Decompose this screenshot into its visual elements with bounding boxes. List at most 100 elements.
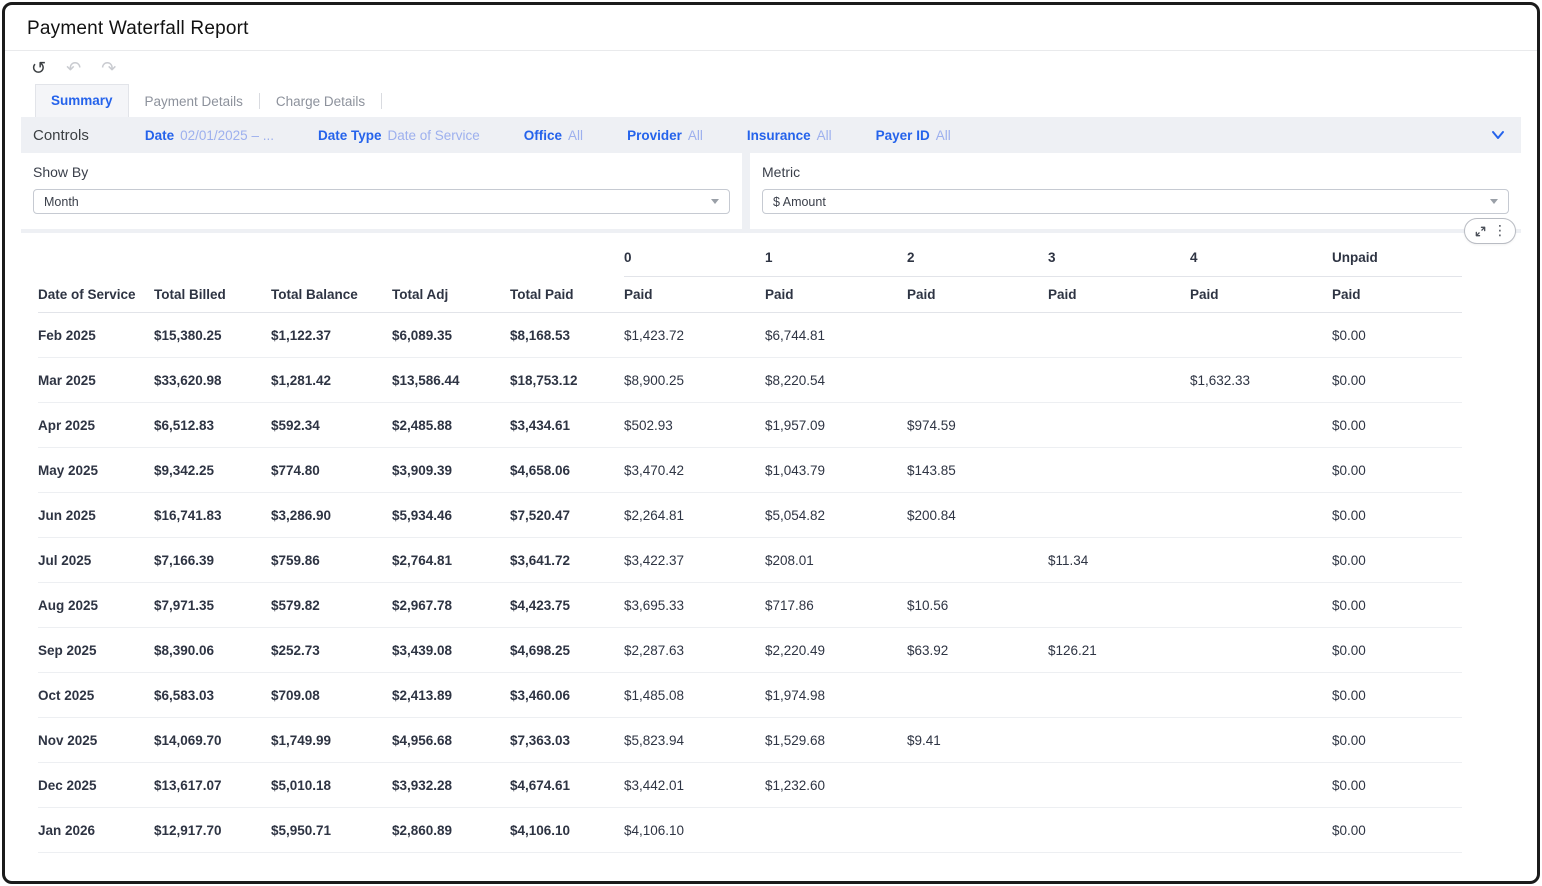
group-header-cell: 1 [765,239,907,277]
tab-charge-details[interactable]: Charge Details [275,94,366,109]
tab-payment-details[interactable]: Payment Details [144,94,243,109]
table-cell [765,808,907,852]
column-header: Paid [1048,287,1077,302]
table-cell: $3,442.01 [624,777,685,793]
table-cell: $0.00 [1332,822,1366,838]
table-cell: $8,900.25 [624,372,685,388]
tab-divider [381,93,383,109]
table-cell: $15,380.25 [154,327,222,343]
tab-summary[interactable]: Summary [35,84,129,117]
table-cell: $4,674.61 [510,777,571,793]
dropdown-arrow-icon [1490,199,1498,204]
table-cell: $1,423.72 [624,327,685,343]
title-bar: Payment Waterfall Report [5,5,1537,51]
group-header-cell: 3 [1048,239,1190,277]
undo-icon[interactable]: ↶ [66,58,82,79]
table-cell: $0.00 [1332,417,1366,433]
dropdown-arrow-icon [711,199,719,204]
filter-office[interactable]: Office All [523,127,584,143]
kebab-menu-icon[interactable]: ⋮ [1493,223,1507,239]
column-header: Date of Service [38,287,136,302]
table-cell [1190,493,1332,537]
redo-icon[interactable]: ↷ [101,58,117,79]
table-cell: Dec 2025 [38,777,97,793]
table-cell: $5,054.82 [765,507,826,523]
waterfall-table-panel: ⋮ 0 1 2 3 4 Unpaid Date of Service Total Bille… [21,218,1521,864]
table-cell [907,808,1048,852]
table-cell: $3,909.39 [392,462,453,478]
table-cell [907,313,1048,357]
table-cell [1048,718,1190,762]
table-cell: $0.00 [1332,462,1366,478]
table-cell: $5,823.94 [624,732,685,748]
refresh-icon[interactable]: ↺ [31,58,47,79]
group-header-spacer [271,239,392,277]
table-cell: $1,529.68 [765,732,826,748]
filter-insurance[interactable]: Insurance All [746,127,832,143]
chevron-down-icon[interactable] [1489,126,1507,144]
table-cell: $0.00 [1332,687,1366,703]
table-cell: $3,460.06 [510,687,571,703]
table-cell: Jul 2025 [38,552,92,568]
table-cell [1190,403,1332,447]
show-by-dropdown[interactable]: Month [33,189,730,214]
table-cell: $1,632.33 [1190,372,1251,388]
group-header-spacer [154,239,271,277]
table-cell: $0.00 [1332,642,1366,658]
table-cell: $4,106.10 [510,822,571,838]
table-cell: $3,470.42 [624,462,685,478]
metric-label: Metric [762,164,801,180]
filter-provider[interactable]: Provider All [627,127,703,143]
table-cell: $10.56 [907,597,949,613]
table-cell: $7,166.39 [154,552,215,568]
expand-icon[interactable] [1471,222,1489,240]
table-cell: Apr 2025 [38,417,96,433]
filter-payer-id[interactable]: Payer ID All [875,127,951,143]
tab-divider [258,93,260,109]
table-cell: $13,617.07 [154,777,222,793]
table-cell: $974.59 [907,417,956,433]
table-cell: $0.00 [1332,507,1366,523]
table-cell: $6,744.81 [765,327,826,343]
table-cell: $3,641.72 [510,552,571,568]
table-cell [1190,628,1332,672]
table-cell: $7,971.35 [154,597,215,613]
table-cell: $9,342.25 [154,462,215,478]
table-cell: $3,434.61 [510,417,571,433]
table-cell: $9.41 [907,732,941,748]
table-cell: $774.80 [271,462,320,478]
filter-date-type[interactable]: Date Type Date of Service [317,127,480,143]
table-cell: $0.00 [1332,327,1366,343]
table-cell [907,763,1048,807]
table-cell: May 2025 [38,462,99,478]
show-by-label: Show By [33,164,89,180]
table-cell [1190,808,1332,852]
table-cell: Sep 2025 [38,642,97,658]
controls-bar: Controls Date 02/01/2025 – ... Date Type… [21,117,1521,153]
table-cell: $8,168.53 [510,327,571,343]
table-cell: $11.34 [1048,552,1089,568]
table-cell: Jan 2026 [38,822,96,838]
table-cell: $63.92 [907,642,949,658]
table-row: Aug 2025 $7,971.35 $579.82 $2,967.78 $4,423.… [38,583,1462,628]
column-header: Total Billed [154,287,226,302]
table-body: Feb 2025 $15,380.25 $1,122.37 $6,089.35 $8,1… [38,313,1521,853]
toolbar: ↺ ↶ ↷ [5,51,1537,85]
table-cell: $33,620.98 [154,372,222,388]
table-cell [1190,538,1332,582]
filter-date[interactable]: Date 02/01/2025 – ... [144,127,274,143]
table-cell: $6,089.35 [392,327,453,343]
column-header: Paid [624,287,653,302]
table-cell [1048,808,1190,852]
column-header: Paid [907,287,936,302]
table-cell [1190,313,1332,357]
table-cell: $1,043.79 [765,462,826,478]
table-cell [907,358,1048,402]
metric-dropdown[interactable]: $ Amount [762,189,1509,214]
table-cell: $12,917.70 [154,822,222,838]
table-cell: $592.34 [271,417,320,433]
table-cell: $0.00 [1332,732,1366,748]
table-cell: $1,485.08 [624,687,685,703]
table-cell: $5,934.46 [392,507,453,523]
table-cell: $143.85 [907,462,956,478]
